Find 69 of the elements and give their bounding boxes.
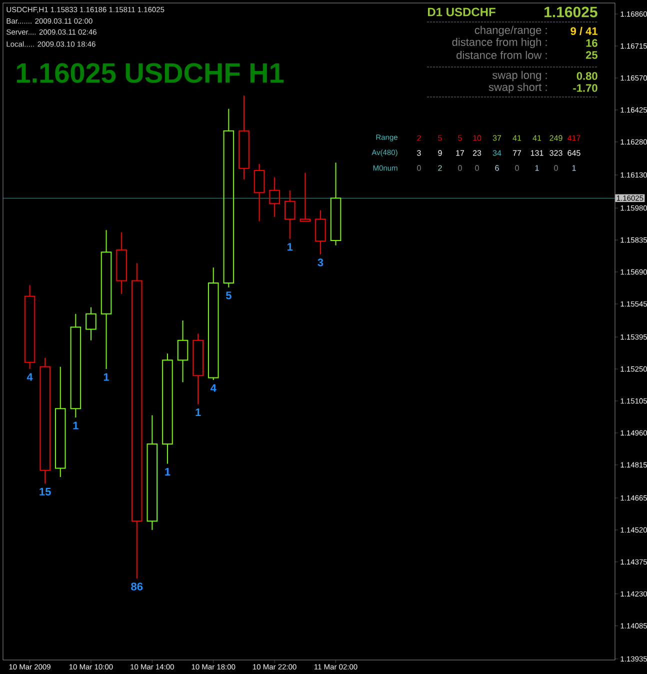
candlestick	[24, 284, 36, 370]
annotation: 3	[318, 258, 324, 266]
annotation: 0	[417, 165, 421, 171]
annotation: 0	[458, 165, 462, 171]
annotation: 323	[550, 150, 562, 156]
annotation: 0	[475, 165, 479, 171]
candlestick	[54, 366, 66, 478]
annotation: 25	[586, 51, 598, 59]
annotation: 9	[438, 150, 442, 156]
annotation: 9 / 41	[570, 26, 598, 36]
annotation: 1.16025	[544, 6, 598, 18]
annotation: 1	[196, 408, 201, 416]
annotation: 1	[104, 373, 110, 381]
annotation: 0	[515, 165, 519, 171]
annotation: 417	[568, 135, 580, 141]
annotation: 1	[572, 165, 576, 171]
annotation: 131	[530, 150, 544, 156]
annotation: 6	[495, 165, 499, 171]
annotation: 77	[512, 150, 522, 156]
annotation: 5	[438, 135, 442, 141]
text: 1.16025 USDCHF H1	[16, 63, 284, 83]
annotation: change/range :	[474, 26, 547, 36]
candlestick	[269, 176, 280, 218]
annotation: swap short :	[488, 82, 547, 94]
annotation: 1	[288, 243, 293, 251]
annotation: 41	[512, 135, 522, 141]
candlestick	[40, 357, 50, 484]
annotation: 1	[535, 165, 539, 171]
annotation: -1.70	[573, 84, 598, 92]
annotation: distance from low :	[456, 50, 547, 60]
annotation: 4	[26, 373, 33, 381]
candlestick	[162, 353, 173, 464]
annotation: 23	[472, 150, 482, 156]
annotation: distance from high :	[452, 38, 547, 48]
candlestick	[116, 232, 127, 295]
candlestick	[238, 95, 250, 180]
annotation: 645	[568, 150, 580, 156]
annotation: 15	[40, 488, 51, 496]
candlestick	[315, 210, 326, 255]
annotation: 2	[438, 165, 442, 171]
annotation: D1 USDCHF	[428, 8, 496, 16]
candlestick	[146, 414, 158, 530]
candlestick	[100, 230, 112, 370]
annotation: 5	[226, 292, 232, 300]
candlestick	[177, 320, 188, 383]
annotation: 5	[458, 135, 462, 141]
annotation: 0	[554, 165, 558, 171]
candlestick	[192, 333, 204, 405]
candlestick	[284, 190, 296, 240]
candlestick	[131, 262, 142, 579]
annotation: 34	[492, 150, 502, 156]
annotation: 1	[73, 422, 78, 430]
annotation: 249	[550, 135, 562, 141]
annotation: 86	[131, 582, 143, 590]
annotation: 37	[492, 135, 502, 141]
annotation: 1	[165, 468, 170, 476]
annotation: 10	[473, 135, 482, 141]
annotation: 3	[417, 150, 421, 156]
annotation: 2	[417, 135, 421, 141]
candlestick	[86, 306, 96, 341]
annotation: 17	[456, 150, 464, 156]
annotation: 16	[586, 39, 598, 47]
candlestick	[254, 163, 265, 222]
annotation: 4	[210, 384, 216, 392]
annotation: 41	[532, 135, 542, 141]
annotation: 0.80	[576, 72, 598, 80]
annotation: swap long :	[492, 70, 547, 82]
candlestick	[330, 162, 342, 246]
candlestick	[70, 313, 82, 418]
